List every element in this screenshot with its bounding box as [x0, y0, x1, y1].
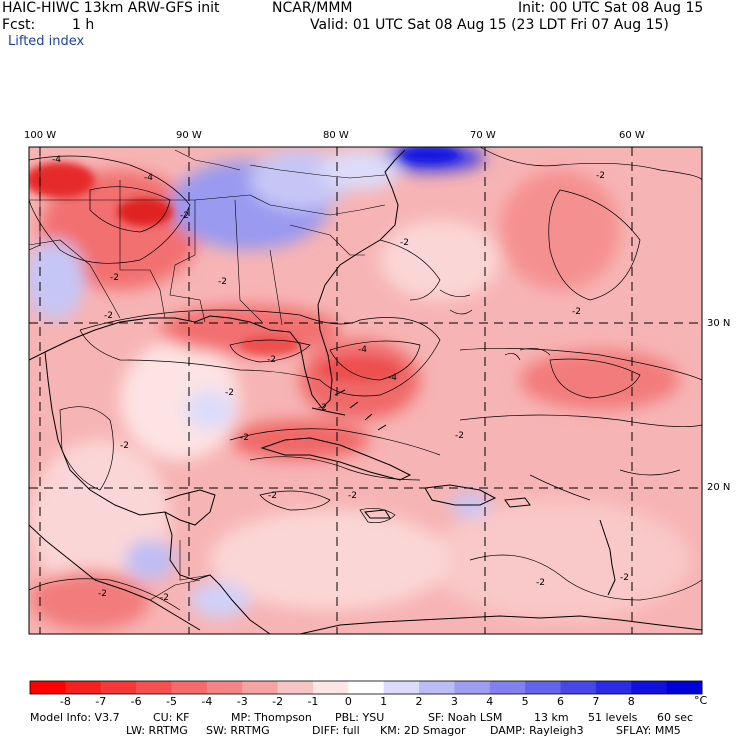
colorbar-swatch — [171, 681, 208, 694]
lon-label-60w: 60 W — [619, 130, 645, 141]
model-title: HAIC-HIWC 13km ARW-GFS init — [2, 0, 220, 16]
contour-label: -2 — [225, 388, 234, 398]
contour-label: -2 — [110, 273, 119, 283]
contour-label: -4 — [144, 173, 153, 183]
colorbar-swatch — [136, 681, 172, 694]
colorbar-swatch — [242, 681, 279, 694]
colorbar-swatch — [65, 681, 102, 694]
contour-label: -4 — [52, 155, 61, 165]
lon-label-100w: 100 W — [24, 130, 57, 141]
colorbar-swatch — [100, 681, 137, 694]
colorbar-tick-label: -5 — [165, 695, 177, 708]
colorbar-tick-label: -3 — [236, 695, 248, 708]
colorbar-swatch — [206, 681, 243, 694]
contour-label: -2 — [620, 573, 629, 583]
contour-labels: -4 -4 -2 -2 -2 -2 -2 -2 -4 -2 -2 -2 -4 -… — [52, 155, 629, 603]
contour-label: -4 — [388, 373, 397, 383]
colorbar-tick-label: 0 — [344, 695, 352, 708]
init-time: Init: 00 UTC Sat 08 Aug 15 — [518, 0, 704, 16]
colorbar-swatch — [525, 681, 562, 694]
colorbar-tick-label: 7 — [592, 695, 600, 708]
model-info-levels: 51 levels — [588, 711, 638, 724]
contour-label: -2 — [400, 238, 409, 248]
contour-label: -2 — [267, 355, 276, 365]
model-info-resolution: 13 km — [534, 711, 569, 724]
contour-label: -2 — [180, 211, 189, 221]
model-info-timestep: 60 sec — [657, 711, 694, 724]
colorbar-swatch — [666, 681, 703, 694]
contour-label: -2 — [318, 403, 327, 413]
colorbar-swatch — [348, 681, 385, 694]
model-info-sf: SF: Noah LSM — [428, 711, 503, 724]
colorbar-tick-label: -8 — [59, 695, 71, 708]
contour-label: -2 — [572, 307, 581, 317]
lon-label-90w: 90 W — [176, 130, 202, 141]
model-info-pbl: PBL: YSU — [335, 711, 385, 724]
colorbar-tick-label: 4 — [486, 695, 494, 708]
fcst-value: 1 h — [72, 17, 95, 33]
model-info-lw: LW: RRTMG — [126, 724, 188, 737]
colorbar-tick-label: 5 — [521, 695, 529, 708]
colorbar-tick-label: 6 — [557, 695, 565, 708]
contour-label: -2 — [218, 277, 227, 287]
colorbar-tick-label: 8 — [627, 695, 635, 708]
model-info-km: KM: 2D Smagor — [380, 724, 466, 737]
contours — [29, 147, 702, 611]
colorbar-swatch — [312, 681, 349, 694]
contour-label: -2 — [455, 431, 464, 441]
contour-label: -2 — [160, 593, 169, 603]
lon-label-80w: 80 W — [323, 130, 349, 141]
colorbar-tick-label: -2 — [272, 695, 284, 708]
lat-label-30n: 30 N — [707, 318, 731, 329]
model-info-cu: CU: KF — [153, 711, 190, 724]
colorbar-swatch — [383, 681, 420, 694]
model-info-version: Model Info: V3.7 — [30, 711, 120, 724]
latlon-grid — [29, 147, 702, 634]
contour-label: -4 — [358, 345, 367, 355]
field-maxima — [29, 147, 460, 382]
colorbar-unit: °C — [694, 694, 708, 707]
colorbar-swatch — [30, 681, 66, 694]
lat-label-20n: 20 N — [707, 482, 731, 493]
model-info-damp: DAMP: Rayleigh3 — [490, 724, 584, 737]
colorbar-swatch — [560, 681, 597, 694]
colorbar-swatch — [419, 681, 455, 694]
colorbar-swatch — [595, 681, 632, 694]
contour-label: -2 — [240, 433, 249, 443]
model-info-sflay: SFLAY: MM5 — [616, 724, 681, 737]
contour-label: -2 — [536, 578, 545, 588]
colorbar-frame — [29, 680, 703, 695]
contour-label: -2 — [596, 171, 605, 181]
contour-label: -2 — [348, 491, 357, 501]
model-info-mp: MP: Thompson — [231, 711, 312, 724]
fcst-label: Fcst: — [2, 17, 36, 33]
model-info-diff: DIFF: full — [312, 724, 360, 737]
colorbar-tick-label: -1 — [307, 695, 319, 708]
colorbar-tick-label: -7 — [95, 695, 107, 708]
contour-label: -2 — [104, 311, 113, 321]
colorbar-swatch — [489, 681, 526, 694]
colorbar-swatch — [454, 681, 491, 694]
colorbar-swatch — [631, 681, 668, 694]
contour-label: -2 — [268, 491, 277, 501]
colorbar-tick-label: 3 — [450, 695, 458, 708]
field-name: Lifted index — [8, 34, 85, 49]
colorbar-swatch — [277, 681, 314, 694]
lon-label-70w: 70 W — [470, 130, 496, 141]
map-field: -4 -4 -2 -2 -2 -2 -2 -2 -4 -2 -2 -2 -4 -… — [29, 147, 702, 634]
colorbar-tick-label: 1 — [380, 695, 388, 708]
org-label: NCAR/MMM — [272, 0, 353, 16]
contour-label: -2 — [98, 589, 107, 599]
colorbar-tick-label: 2 — [415, 695, 423, 708]
valid-time: Valid: 01 UTC Sat 08 Aug 15 (23 LDT Fri … — [310, 17, 669, 33]
coastlines — [29, 149, 702, 634]
colorbar-tick-label: -4 — [201, 695, 213, 708]
colorbar — [29, 680, 703, 695]
map-frame — [28, 146, 703, 635]
contour-label: -2 — [120, 441, 129, 451]
model-info-sw: SW: RRTMG — [206, 724, 270, 737]
colorbar-tick-label: -6 — [130, 695, 142, 708]
